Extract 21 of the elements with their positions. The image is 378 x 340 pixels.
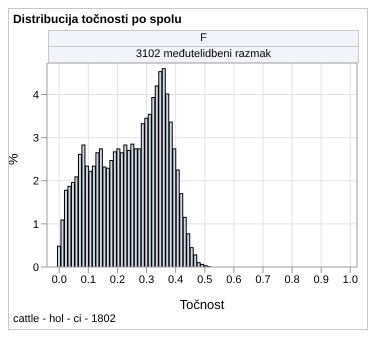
- y-tick-label: 3: [32, 132, 39, 145]
- chart-title: Distribucija točnosti po spolu: [12, 11, 183, 28]
- x-tick-label: 0.1: [80, 274, 96, 286]
- x-tick-label: 0.4: [168, 274, 184, 286]
- x-tick-label: 0.2: [110, 274, 126, 286]
- text: F: [48, 30, 359, 47]
- x-tick-label: 0.3: [138, 274, 154, 286]
- x-tick-label: 1.0: [342, 274, 358, 286]
- x-tick-label: 0.6: [226, 274, 242, 286]
- x-tick-label: 0.9: [314, 274, 329, 286]
- y-tick-label: 0: [32, 262, 39, 274]
- x-tick-label: 0.8: [284, 274, 300, 286]
- y-tick-label: 2: [32, 176, 39, 188]
- text: cattle - hol - ci - 1802: [12, 312, 117, 325]
- y-tick-label: 1: [32, 218, 39, 231]
- x-axis-title: Točnost: [180, 297, 225, 312]
- x-tick-label: 0.0: [52, 274, 67, 286]
- y-tick-label: 4: [32, 89, 39, 102]
- text: 3102 međutelidbeni razmak: [48, 47, 359, 63]
- x-tick-label: 0.5: [197, 274, 212, 286]
- x-tick-label: 0.7: [255, 274, 271, 286]
